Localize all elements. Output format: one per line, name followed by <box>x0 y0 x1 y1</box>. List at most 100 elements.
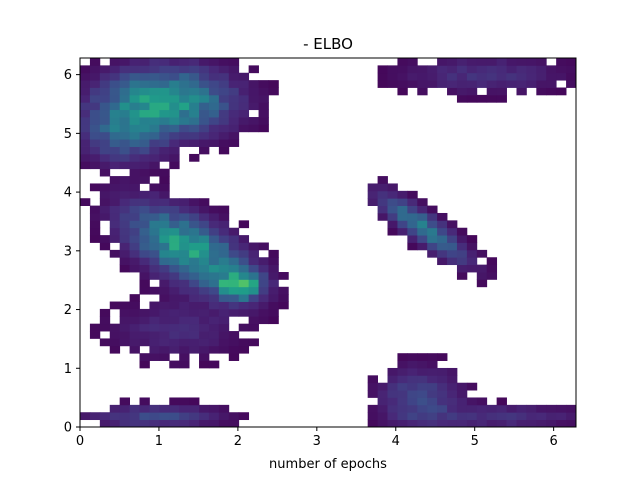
heatmap-cell <box>387 212 398 221</box>
heatmap-cell <box>159 176 170 184</box>
heatmap-cell <box>367 375 378 384</box>
heatmap-cell <box>159 58 170 66</box>
heatmap-cell <box>109 212 121 221</box>
heatmap-cell <box>437 353 448 361</box>
heatmap-cell <box>119 87 130 96</box>
heatmap-cell <box>238 220 250 229</box>
heatmap-cell <box>387 375 398 384</box>
heatmap-cell <box>407 227 418 236</box>
heatmap-cell <box>179 58 190 66</box>
heatmap-cell <box>99 72 111 81</box>
heatmap-cell <box>169 102 180 111</box>
heatmap-cell <box>387 419 398 428</box>
heatmap-cell <box>189 264 200 273</box>
heatmap-cell <box>119 316 130 325</box>
heatmap-cell <box>397 65 408 74</box>
heatmap-cell <box>129 139 140 147</box>
heatmap-cell <box>179 272 190 280</box>
heatmap-cell <box>427 367 438 376</box>
heatmap-cell <box>149 323 160 332</box>
heatmap-cell <box>129 131 140 140</box>
heatmap-cell <box>109 183 121 192</box>
heatmap-cell <box>159 235 170 243</box>
heatmap-cell <box>109 190 121 199</box>
heatmap-cell <box>159 124 170 133</box>
heatmap-cell <box>556 58 567 66</box>
heatmap-cell <box>566 404 577 413</box>
heatmap-cell <box>228 139 240 147</box>
heatmap-cell <box>367 419 378 428</box>
heatmap-cell <box>258 264 269 273</box>
heatmap-cell <box>208 404 220 413</box>
y-tick-label: 0 <box>64 421 72 436</box>
heatmap-cell <box>407 58 418 66</box>
heatmap-cell <box>248 242 259 251</box>
heatmap-cell <box>149 94 160 103</box>
heatmap-cell <box>466 382 478 391</box>
heatmap-cell <box>139 131 150 140</box>
heatmap-cell <box>566 65 577 74</box>
heatmap-cell <box>149 404 160 413</box>
heatmap-cell <box>199 227 210 236</box>
heatmap-cell <box>129 124 140 133</box>
heatmap-cell <box>119 264 130 273</box>
heatmap-cell <box>486 419 498 428</box>
heatmap-cell <box>516 72 527 81</box>
heatmap-cell <box>129 168 140 177</box>
heatmap-cell <box>169 124 180 133</box>
heatmap-cell <box>566 72 577 81</box>
heatmap-cell <box>169 72 180 81</box>
heatmap-cell <box>258 301 269 310</box>
heatmap-cell <box>189 331 200 339</box>
heatmap-cell <box>89 58 101 66</box>
heatmap-cell <box>208 109 220 118</box>
heatmap-cell <box>536 72 547 81</box>
heatmap-cell <box>437 404 448 413</box>
heatmap-cell <box>218 316 230 325</box>
heatmap-cell <box>159 279 170 288</box>
heatmap-cell <box>189 279 200 288</box>
heatmap-cell <box>169 294 180 302</box>
heatmap-cell <box>476 272 488 280</box>
heatmap-cell <box>199 198 210 206</box>
heatmap-cell <box>179 257 190 266</box>
heatmap-cell <box>139 272 150 280</box>
heatmap-cell <box>258 80 269 88</box>
heatmap-cell <box>456 72 468 81</box>
heatmap-cell <box>159 94 170 103</box>
heatmap-cell <box>149 286 160 295</box>
heatmap-cell <box>407 390 418 398</box>
heatmap-cell <box>159 308 170 317</box>
heatmap-cell <box>169 65 180 74</box>
heatmap-cell <box>119 124 130 133</box>
heatmap-cell <box>139 146 150 155</box>
heatmap-cell <box>208 308 220 317</box>
heatmap-cell <box>199 58 210 66</box>
heatmap-cell <box>447 227 458 236</box>
heatmap-cell <box>109 301 121 310</box>
heatmap-cell <box>228 279 240 288</box>
heatmap-cell <box>169 257 180 266</box>
heatmap-cell <box>208 117 220 125</box>
heatmap-cell <box>387 72 398 81</box>
heatmap-cell <box>99 198 111 206</box>
heatmap-cell <box>179 198 190 206</box>
heatmap-cell <box>417 242 428 251</box>
heatmap-cell <box>179 94 190 103</box>
heatmap-cell <box>377 65 388 74</box>
heatmap-cell <box>268 301 279 310</box>
heatmap-cell <box>109 161 121 170</box>
heatmap-cell <box>496 65 507 74</box>
heatmap-cell <box>258 117 269 125</box>
heatmap-cell <box>466 242 478 251</box>
heatmap-cell <box>159 353 170 361</box>
heatmap-cell <box>238 80 250 88</box>
heatmap-cell <box>169 242 180 251</box>
heatmap-cell <box>109 80 121 88</box>
heatmap-cell <box>218 272 230 280</box>
heatmap-cell <box>189 220 200 229</box>
heatmap-cell <box>139 242 150 251</box>
heatmap-cell <box>109 249 121 258</box>
heatmap-cell <box>179 124 190 133</box>
heatmap-cell <box>427 397 438 406</box>
